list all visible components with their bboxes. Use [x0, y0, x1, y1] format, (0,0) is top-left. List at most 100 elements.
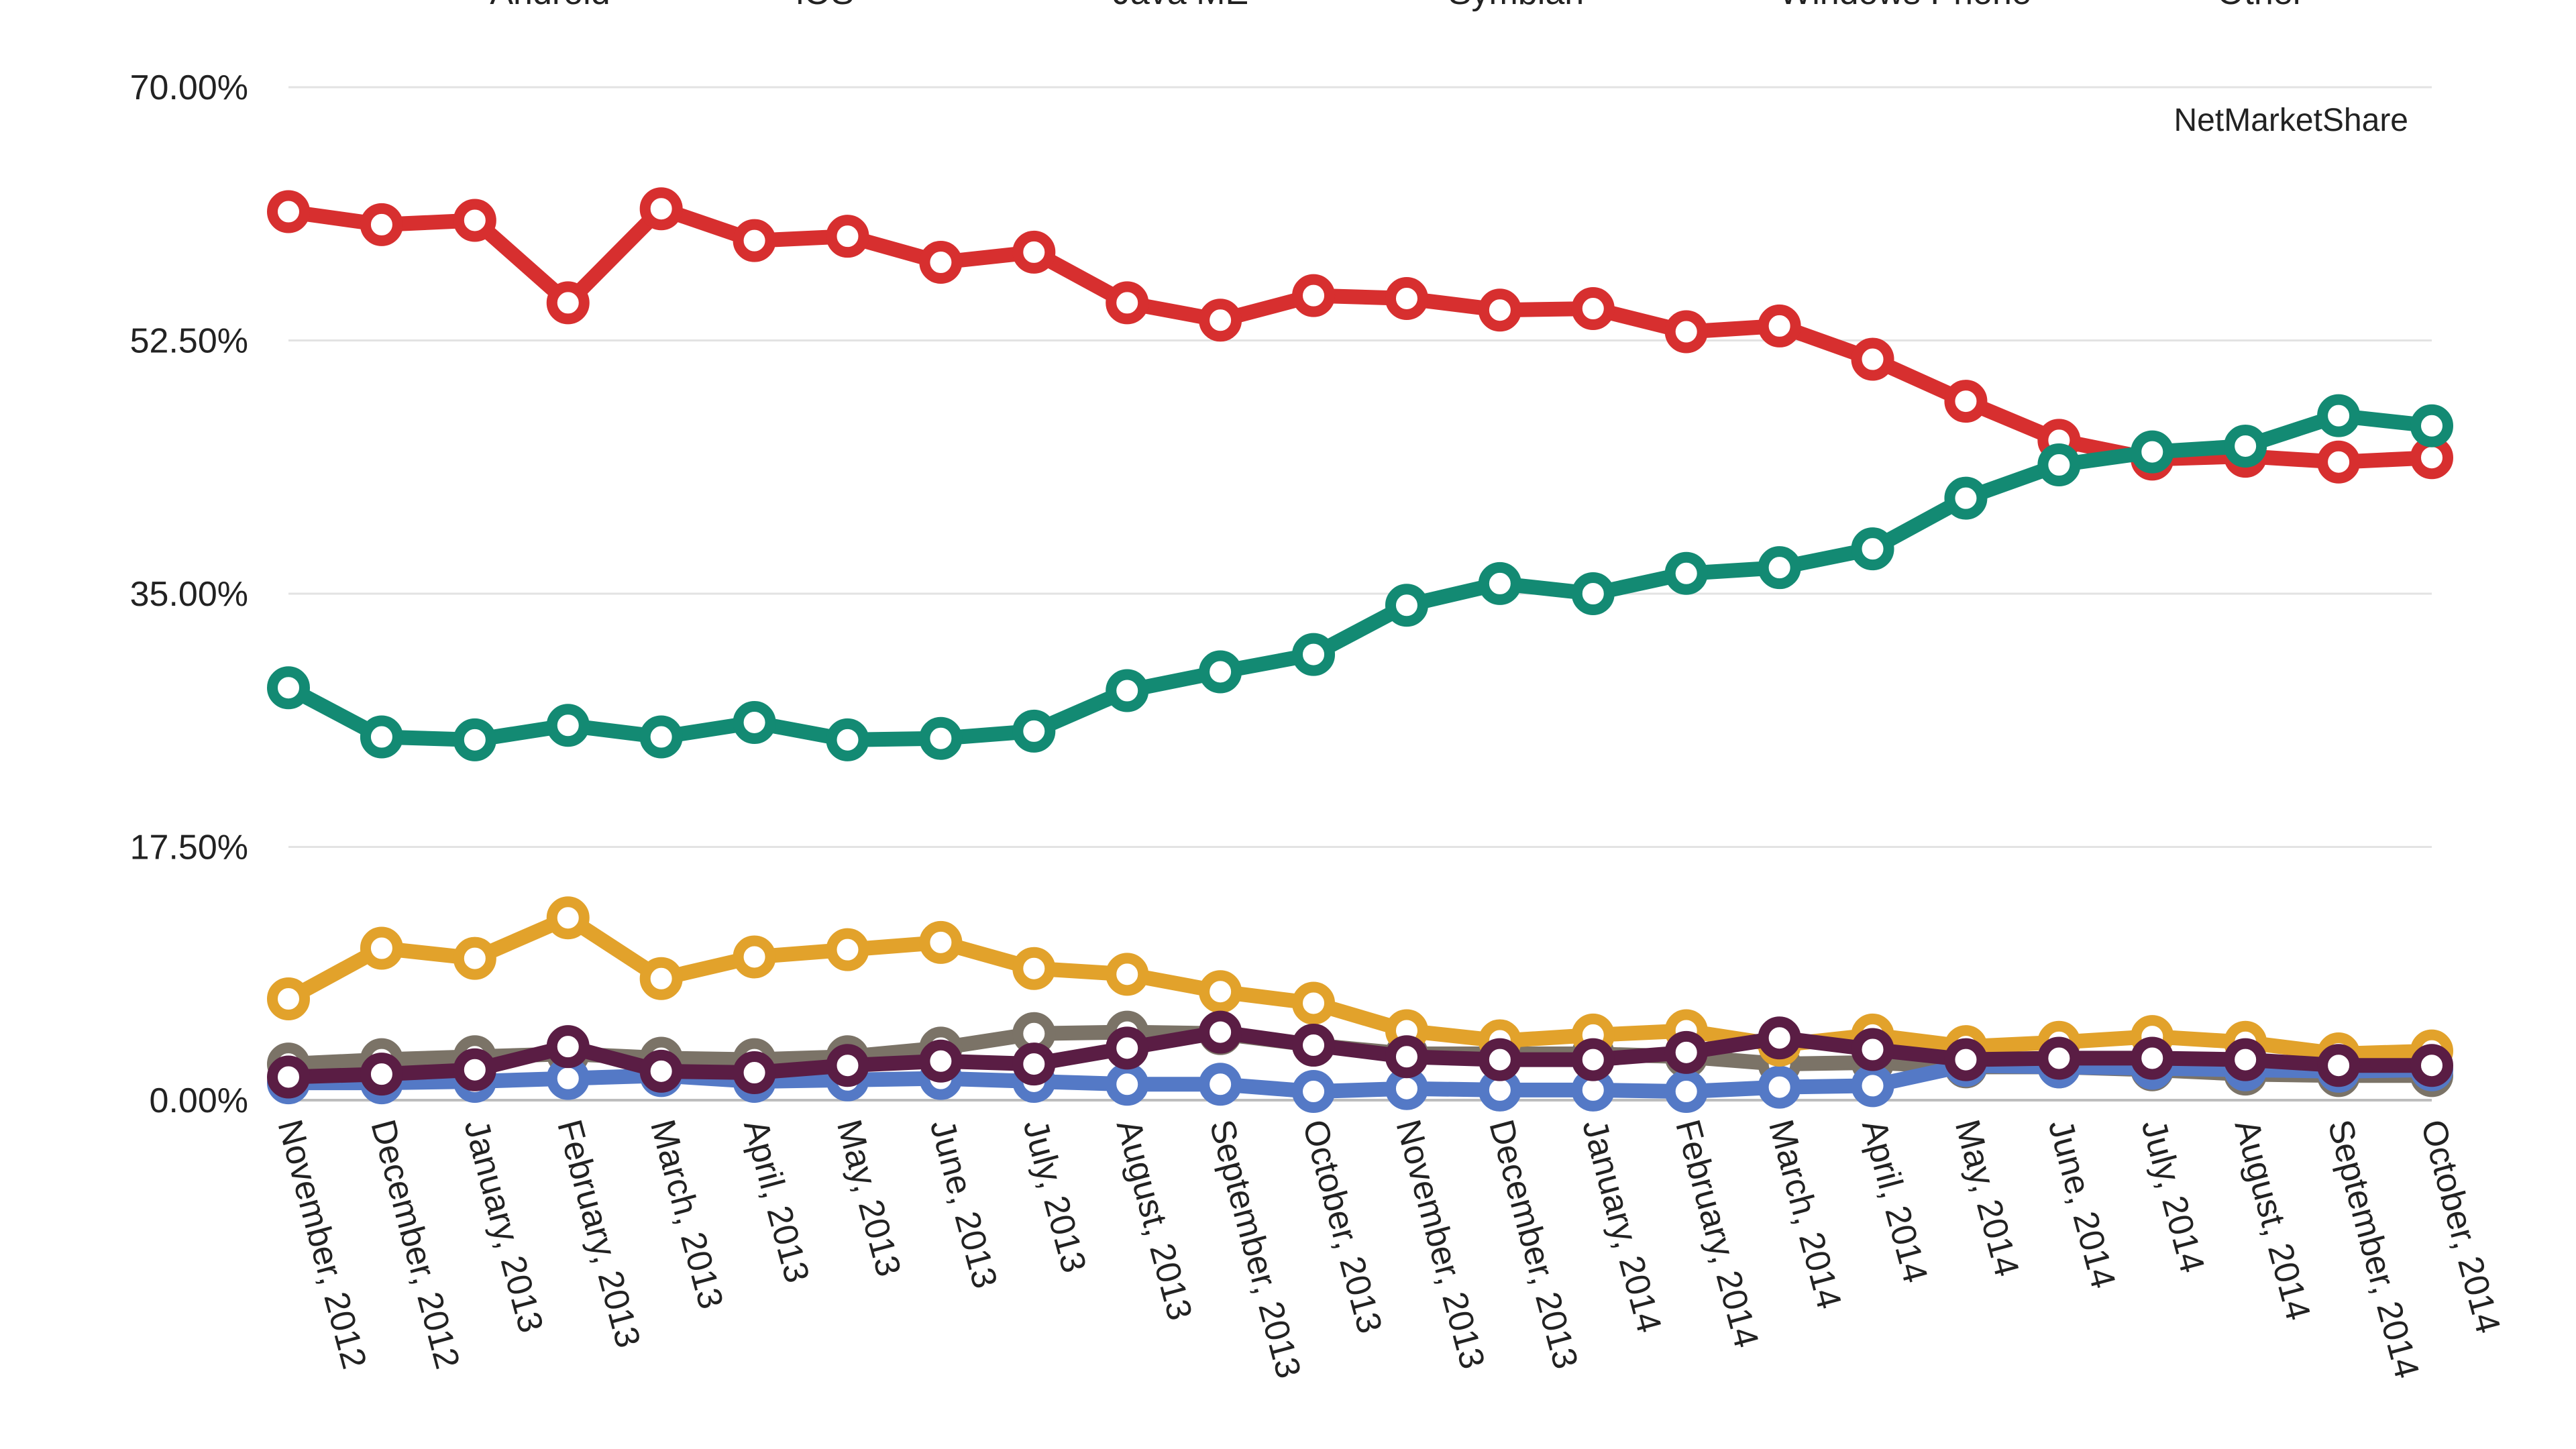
data-point [639, 715, 683, 759]
x-tick-label: April, 2014 [1854, 1116, 1935, 1287]
data-point [2317, 440, 2361, 484]
series-line [281, 910, 2439, 1061]
data-point [360, 1053, 403, 1096]
legend-entry: Android [490, 0, 610, 12]
y-tick-label: 17.50% [130, 828, 248, 867]
data-point [1012, 1042, 1056, 1086]
x-tick-label: September, 2014 [2320, 1116, 2426, 1383]
data-point [2131, 430, 2174, 474]
data-point [1758, 1016, 1801, 1060]
legend-entry: Windows Phone [1779, 0, 2031, 12]
data-point [2224, 424, 2267, 468]
data-point [1851, 527, 1894, 571]
data-point [1571, 572, 1615, 615]
grid [288, 86, 2432, 1102]
data-point [360, 926, 403, 970]
series-line [281, 201, 2439, 470]
y-tick-label: 35.00% [130, 575, 248, 614]
data-point [1106, 1026, 1149, 1070]
data-point [826, 718, 869, 761]
data-point [1292, 1024, 1336, 1067]
x-tick-label: June, 2014 [2041, 1116, 2123, 1293]
series [267, 187, 2453, 484]
data-point [1851, 337, 1894, 381]
y-tick-label: 0.00% [150, 1081, 248, 1120]
data-point [360, 715, 403, 759]
data-point [360, 203, 403, 246]
data-point [2131, 1036, 2174, 1080]
data-point [1292, 633, 1336, 676]
legend-entry: Other [2217, 0, 2304, 12]
x-tick-label: January, 2014 [1574, 1116, 1668, 1337]
series [267, 1010, 2453, 1099]
data-point [2410, 404, 2453, 447]
x-tick-label: July, 2013 [1016, 1116, 1093, 1277]
data-point [1199, 299, 1242, 342]
data-point [2317, 394, 2361, 437]
series [267, 394, 2453, 761]
data-point [267, 190, 310, 233]
data-point [1571, 1038, 1615, 1081]
data-point [1106, 1063, 1149, 1106]
x-tick-label: December, 2013 [1481, 1116, 1585, 1373]
data-point [826, 215, 869, 258]
data-point [453, 1048, 496, 1091]
data-point [1478, 561, 1521, 605]
data-point [1292, 1070, 1336, 1114]
x-tick-label: March, 2014 [1761, 1116, 1849, 1313]
data-point [1385, 276, 1428, 320]
data-point [2037, 1036, 2081, 1080]
data-point [1478, 1038, 1521, 1081]
data-point [1199, 1010, 1242, 1054]
data-point [1851, 1028, 1894, 1071]
data-point [1199, 970, 1242, 1014]
data-point [1478, 288, 1521, 332]
x-tick-label: June, 2013 [922, 1116, 1005, 1293]
x-tick-label: February, 2013 [549, 1116, 647, 1352]
x-tick-label: October, 2013 [1295, 1116, 1389, 1338]
data-point [453, 199, 496, 242]
data-point [1106, 281, 1149, 325]
data-point [2224, 1038, 2267, 1081]
data-point [1758, 304, 1801, 347]
data-point [733, 219, 776, 262]
data-point [1012, 947, 1056, 990]
data-point [1664, 1030, 1708, 1074]
x-tick-label: October, 2014 [2413, 1116, 2508, 1338]
data-point [546, 1025, 590, 1069]
data-point [639, 187, 683, 231]
data-point [1012, 230, 1056, 274]
data-point [1385, 1035, 1428, 1079]
data-point [919, 716, 963, 760]
data-point [453, 936, 496, 980]
data-point [1199, 650, 1242, 694]
data-point [546, 704, 590, 747]
data-point [1758, 1065, 1801, 1109]
series [267, 187, 2453, 1114]
data-point [1106, 669, 1149, 712]
legend: Android iOS Java ME Symbian Windows Phone Oth… [490, 0, 2304, 12]
series-line [281, 1058, 2439, 1099]
data-point [1385, 584, 1428, 627]
data-point [2037, 443, 2081, 487]
x-tick-label: July, 2014 [2134, 1116, 2212, 1277]
data-point [733, 700, 776, 744]
series-line [281, 408, 2439, 747]
data-point [1292, 981, 1336, 1025]
x-tick-label: August, 2014 [2227, 1116, 2318, 1324]
data-point [1758, 546, 1801, 590]
legend-entry: Symbian [1448, 0, 1584, 12]
x-tick-label: August, 2013 [1109, 1116, 1199, 1324]
data-point [826, 1044, 869, 1087]
data-point [639, 1049, 683, 1093]
data-point [1851, 1064, 1894, 1108]
data-point [267, 1055, 310, 1099]
data-point [453, 718, 496, 761]
data-point [1944, 380, 1988, 423]
data-point [919, 920, 963, 964]
y-tick-label: 70.00% [130, 68, 248, 107]
data-point [1944, 1038, 1988, 1081]
data-point [1664, 310, 1708, 354]
data-point [1012, 709, 1056, 753]
